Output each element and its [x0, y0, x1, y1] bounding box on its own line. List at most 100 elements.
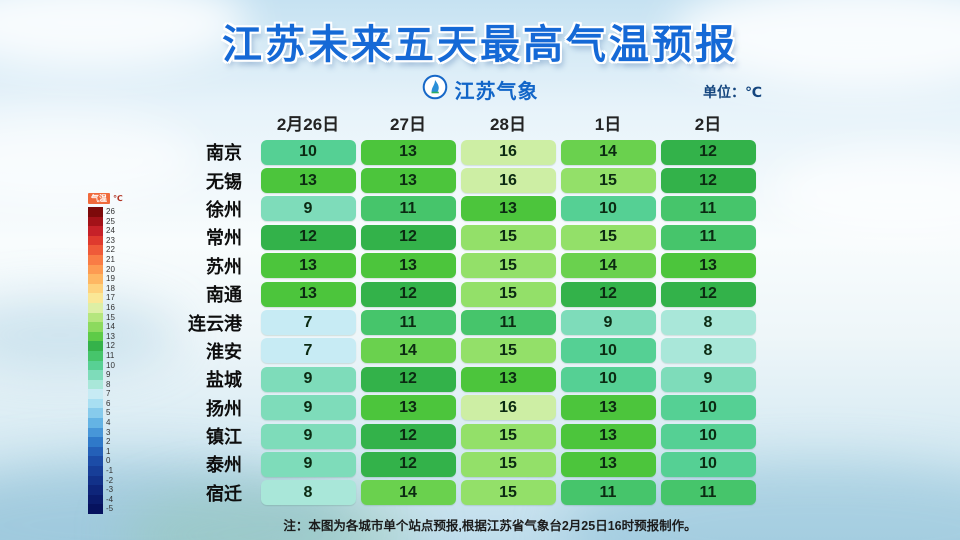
legend-value: 21 [106, 254, 115, 264]
legend-entry: 15 [88, 312, 123, 323]
legend-value: 6 [106, 398, 111, 408]
cloud-decoration [770, 150, 960, 235]
temp-cell: 11 [360, 196, 456, 222]
temp-cell: 16 [460, 139, 556, 165]
temp-cell: 13 [460, 196, 556, 222]
temp-cell: 11 [560, 480, 656, 506]
table-row: 南京 10 13 16 14 12 [168, 138, 758, 166]
date-header: 27日 [390, 114, 426, 134]
legend-value: 8 [106, 379, 111, 389]
temp-cell: 15 [460, 480, 556, 506]
table-row: 泰州 9 12 15 13 10 [168, 450, 758, 478]
temp-cell: 10 [560, 196, 656, 222]
legend-entry: 1 [88, 446, 123, 457]
legend-value: 9 [106, 370, 111, 380]
legend-entry: -4 [88, 494, 123, 505]
temp-cell: 12 [660, 139, 756, 165]
temp-cell: 9 [560, 310, 656, 336]
legend-swatch [88, 312, 103, 323]
legend-entry: -1 [88, 466, 123, 476]
legend-entry: 14 [88, 322, 123, 332]
legend-entry: 22 [88, 245, 123, 255]
legend-swatch [88, 504, 103, 514]
legend-entry: 20 [88, 264, 123, 275]
temp-cell: 13 [260, 168, 356, 194]
temp-cell: 9 [260, 423, 356, 449]
temperature-legend: 气温 ℃ 26 25 24 23 22 21 20 19 18 17 16 15 14 13 12 11 10 9… [88, 193, 123, 514]
legend-value: 17 [106, 293, 115, 303]
city-label: 扬州 [206, 398, 242, 419]
city-label: 常州 [206, 228, 242, 249]
temp-cell: 9 [260, 451, 356, 477]
forecast-table-body: 南京 10 13 16 14 12 无锡 13 13 16 15 12 徐州 9 11 13 10 11 常州 12 1… [168, 138, 758, 507]
legend-value: 26 [106, 207, 115, 216]
forecast-table: 2月26日 27日 28日 1日 2日 南京 10 13 16 14 12 无锡 13 13 16 15 12… [168, 106, 758, 507]
legend-entries: 26 25 24 23 22 21 20 19 18 17 16 15 14 13 12 11 10 9 8 7 6 5 4… [88, 207, 123, 514]
temp-cell: 10 [660, 423, 756, 449]
table-row: 常州 12 12 15 15 11 [168, 223, 758, 251]
legend-entry: 8 [88, 379, 123, 390]
date-header: 28日 [490, 114, 526, 134]
table-row: 扬州 9 13 16 13 10 [168, 394, 758, 422]
temp-cell: 14 [560, 139, 656, 165]
temp-cell: 14 [360, 338, 456, 364]
temp-cell: 13 [360, 168, 456, 194]
legend-swatch [88, 254, 103, 265]
date-header: 2日 [694, 114, 722, 134]
temp-cell: 8 [260, 480, 356, 506]
legend-entry: 2 [88, 437, 123, 447]
temp-cell: 10 [560, 366, 656, 392]
legend-swatch [88, 408, 103, 419]
temp-cell: 15 [460, 451, 556, 477]
legend-value: -2 [106, 475, 114, 485]
legend-entry: -2 [88, 475, 123, 486]
legend-value: 24 [106, 226, 115, 236]
temp-cell: 12 [660, 281, 756, 307]
legend-value: -1 [106, 466, 114, 476]
legend-header: 气温 ℃ [88, 193, 123, 204]
temp-cell: 10 [260, 139, 356, 165]
temp-cell: 11 [660, 196, 756, 222]
temp-cell: 15 [460, 281, 556, 307]
legend-swatch [88, 226, 103, 236]
legend-entry: -5 [88, 504, 123, 514]
temp-cell: 14 [360, 480, 456, 506]
page-title: 江苏未来五天最高气温预报 [222, 23, 738, 67]
legend-entry: 13 [88, 331, 123, 342]
legend-value: 10 [106, 360, 115, 370]
legend-value: 2 [106, 437, 111, 447]
legend-entry: 18 [88, 283, 123, 294]
city-label: 南通 [206, 285, 242, 306]
temp-cell: 15 [460, 338, 556, 364]
legend-value: 11 [106, 350, 115, 360]
table-row: 镇江 9 12 15 13 10 [168, 422, 758, 450]
temp-cell: 15 [560, 168, 656, 194]
legend-swatch [88, 293, 103, 303]
jiangsu-weather-logo-icon [422, 74, 448, 105]
legend-swatch [88, 456, 103, 467]
legend-entry: 19 [88, 274, 123, 284]
table-row: 淮安 7 14 15 10 8 [168, 337, 758, 365]
legend-value: 13 [106, 331, 115, 341]
temp-cell: 13 [260, 253, 356, 279]
city-label: 徐州 [206, 199, 242, 220]
temp-cell: 13 [560, 451, 656, 477]
temp-cell: 12 [660, 168, 756, 194]
temp-cell: 11 [360, 310, 456, 336]
table-row: 徐州 9 11 13 10 11 [168, 195, 758, 223]
temp-cell: 14 [560, 253, 656, 279]
table-row: 宿迁 8 14 15 11 11 [168, 479, 758, 507]
logo: 江苏气象 [0, 74, 960, 105]
table-row: 盐城 9 12 13 10 9 [168, 365, 758, 393]
legend-swatch [88, 350, 103, 361]
unit-label: 单位：℃ [703, 84, 762, 100]
legend-swatch [88, 437, 103, 447]
temp-cell: 15 [460, 253, 556, 279]
legend-entry: 3 [88, 427, 123, 438]
legend-swatch [88, 274, 103, 284]
legend-swatch [88, 398, 103, 409]
temp-cell: 11 [660, 480, 756, 506]
date-header: 2月26日 [276, 114, 340, 134]
city-label: 无锡 [206, 171, 242, 192]
